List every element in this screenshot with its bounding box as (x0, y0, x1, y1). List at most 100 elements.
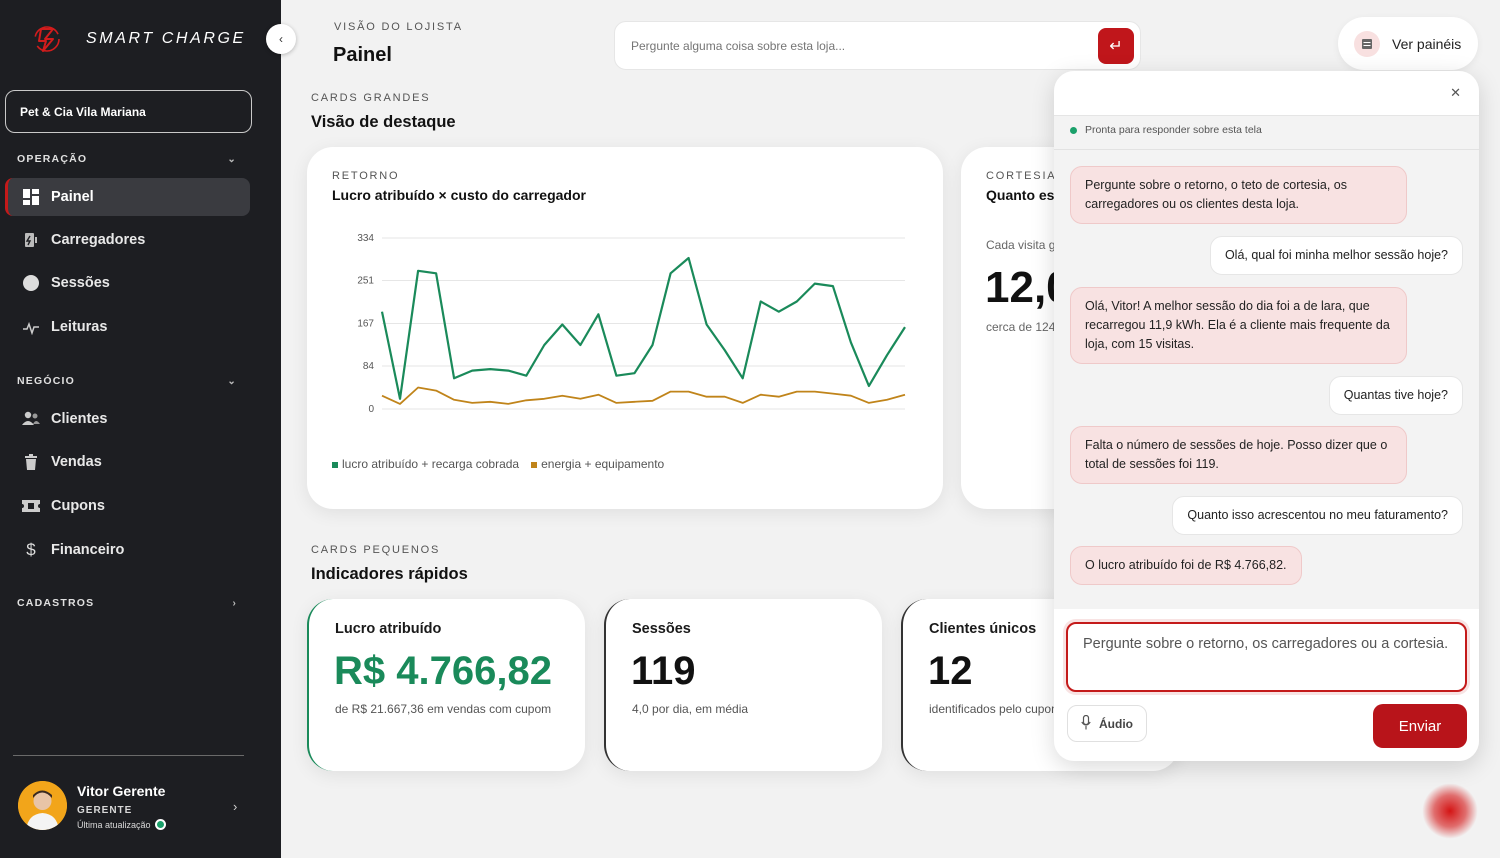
section-title: CADASTROS (17, 597, 95, 609)
view-panels-label: Ver painéis (1392, 35, 1462, 52)
legend-swatch (531, 461, 538, 468)
sidebar: SMART CHARGE Pet & Cia Vila Mariana OPER… (0, 0, 281, 858)
chat-message-bot: O lucro atribuído foi de R$ 4.766,82. (1070, 546, 1302, 585)
y-tick-label: 251 (357, 275, 374, 286)
microphone-icon (1081, 714, 1091, 733)
section-title: OPERAÇÃO (17, 153, 88, 165)
sidebar-item-label: Financeiro (51, 542, 125, 558)
cortesia-sub: Cada visita g (986, 238, 1056, 252)
page-title: Painel (333, 44, 392, 66)
audio-label: Áudio (1099, 716, 1133, 731)
chevron-right-icon[interactable]: › (233, 799, 238, 814)
sidebar-item-label: Vendas (51, 454, 102, 470)
return-line-chart: 0 84 167 251 334 (357, 233, 906, 415)
sidebar-item-label: Leituras (51, 319, 108, 335)
small-section-title: Indicadores rápidos (311, 565, 468, 583)
ask-submit-button[interactable]: ↵ (1098, 28, 1134, 64)
ask-bar: ↵ (614, 21, 1141, 70)
chat-input[interactable]: Pergunte sobre o retorno, os carregadore… (1066, 622, 1467, 692)
send-button[interactable]: Enviar (1373, 704, 1467, 748)
chat-header: ✕ (1054, 71, 1479, 116)
legend-swatch (332, 461, 338, 468)
chat-status: Pronta para responder sobre esta tela (1070, 124, 1262, 136)
chat-divider (1054, 149, 1479, 150)
legend-label: energia + equipamento (541, 457, 665, 471)
last-update-label: Última atualização (77, 819, 151, 830)
online-status-icon (154, 819, 166, 830)
small-section-eyebrow: CARDS PEQUENOS (311, 544, 441, 556)
trash-bag-icon (22, 453, 40, 471)
kpi-sub: 4,0 por dia, em média (632, 702, 749, 716)
chat-message-user: Quanto isso acrescentou no meu faturamen… (1172, 496, 1463, 535)
sidebar-item-vendas[interactable]: Vendas (5, 443, 250, 481)
ticket-icon (22, 497, 40, 515)
chat-composer: Pergunte sobre o retorno, os carregadore… (1054, 609, 1479, 761)
grid-icon (22, 188, 40, 206)
chat-message-bot: Olá, Vitor! A melhor sessão do dia foi a… (1070, 287, 1407, 364)
store-selector[interactable]: Pet & Cia Vila Mariana (5, 90, 252, 133)
kpi-label: Sessões (632, 621, 691, 637)
sidebar-item-sessoes[interactable]: Sessões (5, 264, 250, 302)
series-line-cost (381, 386, 906, 405)
close-icon[interactable]: ✕ (1450, 85, 1461, 100)
chevron-down-icon: ⌄ (227, 375, 237, 387)
users-icon (22, 410, 40, 428)
sidebar-item-clientes[interactable]: Clientes (5, 400, 250, 438)
y-tick-label: 84 (363, 361, 375, 372)
sidebar-divider (13, 755, 244, 756)
collapse-sidebar-button[interactable]: ‹ (266, 24, 296, 54)
legend-item-cost: energia + equipamento (531, 457, 664, 471)
kpi-card-sessions: Sessões 119 4,0 por dia, em média (604, 599, 882, 771)
chat-message-user: Quantas tive hoje? (1328, 376, 1463, 415)
section-negocio[interactable]: NEGÓCIO ⌄ (17, 375, 237, 387)
cortesia-title: Quanto es (986, 187, 1055, 203)
chevron-down-icon: ⌄ (227, 153, 237, 165)
brand-name: SMART CHARGE (86, 30, 246, 47)
sidebar-item-leituras[interactable]: Leituras (5, 308, 250, 346)
sidebar-item-painel[interactable]: Painel (5, 178, 250, 216)
brand[interactable]: SMART CHARGE (33, 25, 246, 53)
return-title: Lucro atribuído × custo do carregador (332, 187, 586, 203)
charger-icon (22, 231, 40, 249)
user-profile[interactable]: Vitor Gerente GERENTE Última atualização (18, 781, 166, 830)
cortesia-eyebrow: CORTESIA (986, 170, 1057, 182)
sidebar-item-cupons[interactable]: Cupons (5, 487, 250, 525)
section-cadastros[interactable]: CADASTROS › (17, 597, 237, 609)
smart-charge-logo-icon (34, 26, 60, 52)
big-section-eyebrow: CARDS GRANDES (311, 92, 431, 104)
sidebar-item-label: Cupons (51, 498, 105, 514)
audio-button[interactable]: Áudio (1067, 705, 1147, 742)
kpi-value: 119 (631, 649, 696, 693)
kpi-sub: de R$ 21.667,36 em vendas com cupom (335, 702, 552, 716)
section-operacao[interactable]: OPERAÇÃO ⌄ (17, 153, 237, 165)
legend-label: lucro atribuído + recarga cobrada (342, 457, 520, 471)
return-card: RETORNO Lucro atribuído × custo do carre… (307, 147, 943, 509)
pulse-icon (22, 318, 40, 336)
kpi-value: 12 (928, 649, 973, 693)
return-eyebrow: RETORNO (332, 170, 400, 182)
kpi-sub: identificados pelo cupom (929, 702, 1062, 716)
assistant-fab[interactable] (1422, 783, 1478, 839)
sidebar-item-financeiro[interactable]: $ Financeiro (5, 531, 250, 569)
sidebar-item-label: Clientes (51, 411, 108, 427)
view-panels-button[interactable]: Ver painéis (1338, 17, 1478, 70)
avatar (18, 781, 67, 830)
y-tick-label: 334 (357, 233, 374, 244)
last-update: Última atualização (77, 819, 166, 830)
status-dot-icon (1070, 126, 1077, 134)
sidebar-item-label: Painel (51, 189, 94, 205)
y-tick-label: 167 (357, 319, 374, 330)
y-tick-label: 0 (368, 404, 374, 415)
cortesia-note: cerca de 124 (986, 320, 1056, 334)
chat-message-user: Olá, qual foi minha melhor sessão hoje? (1209, 236, 1463, 275)
header-eyebrow: VISÃO DO LOJISTA (334, 21, 463, 33)
user-role: GERENTE (77, 805, 133, 816)
ask-input[interactable] (631, 38, 1091, 53)
sidebar-item-label: Sessões (51, 275, 110, 291)
kpi-label: Clientes únicos (929, 621, 1037, 637)
legend-item-profit: lucro atribuído + recarga cobrada (332, 457, 519, 471)
section-title: NEGÓCIO (17, 375, 75, 387)
circle-icon (22, 274, 40, 292)
kpi-label: Lucro atribuído (335, 621, 442, 637)
sidebar-item-carregadores[interactable]: Carregadores (5, 221, 250, 259)
